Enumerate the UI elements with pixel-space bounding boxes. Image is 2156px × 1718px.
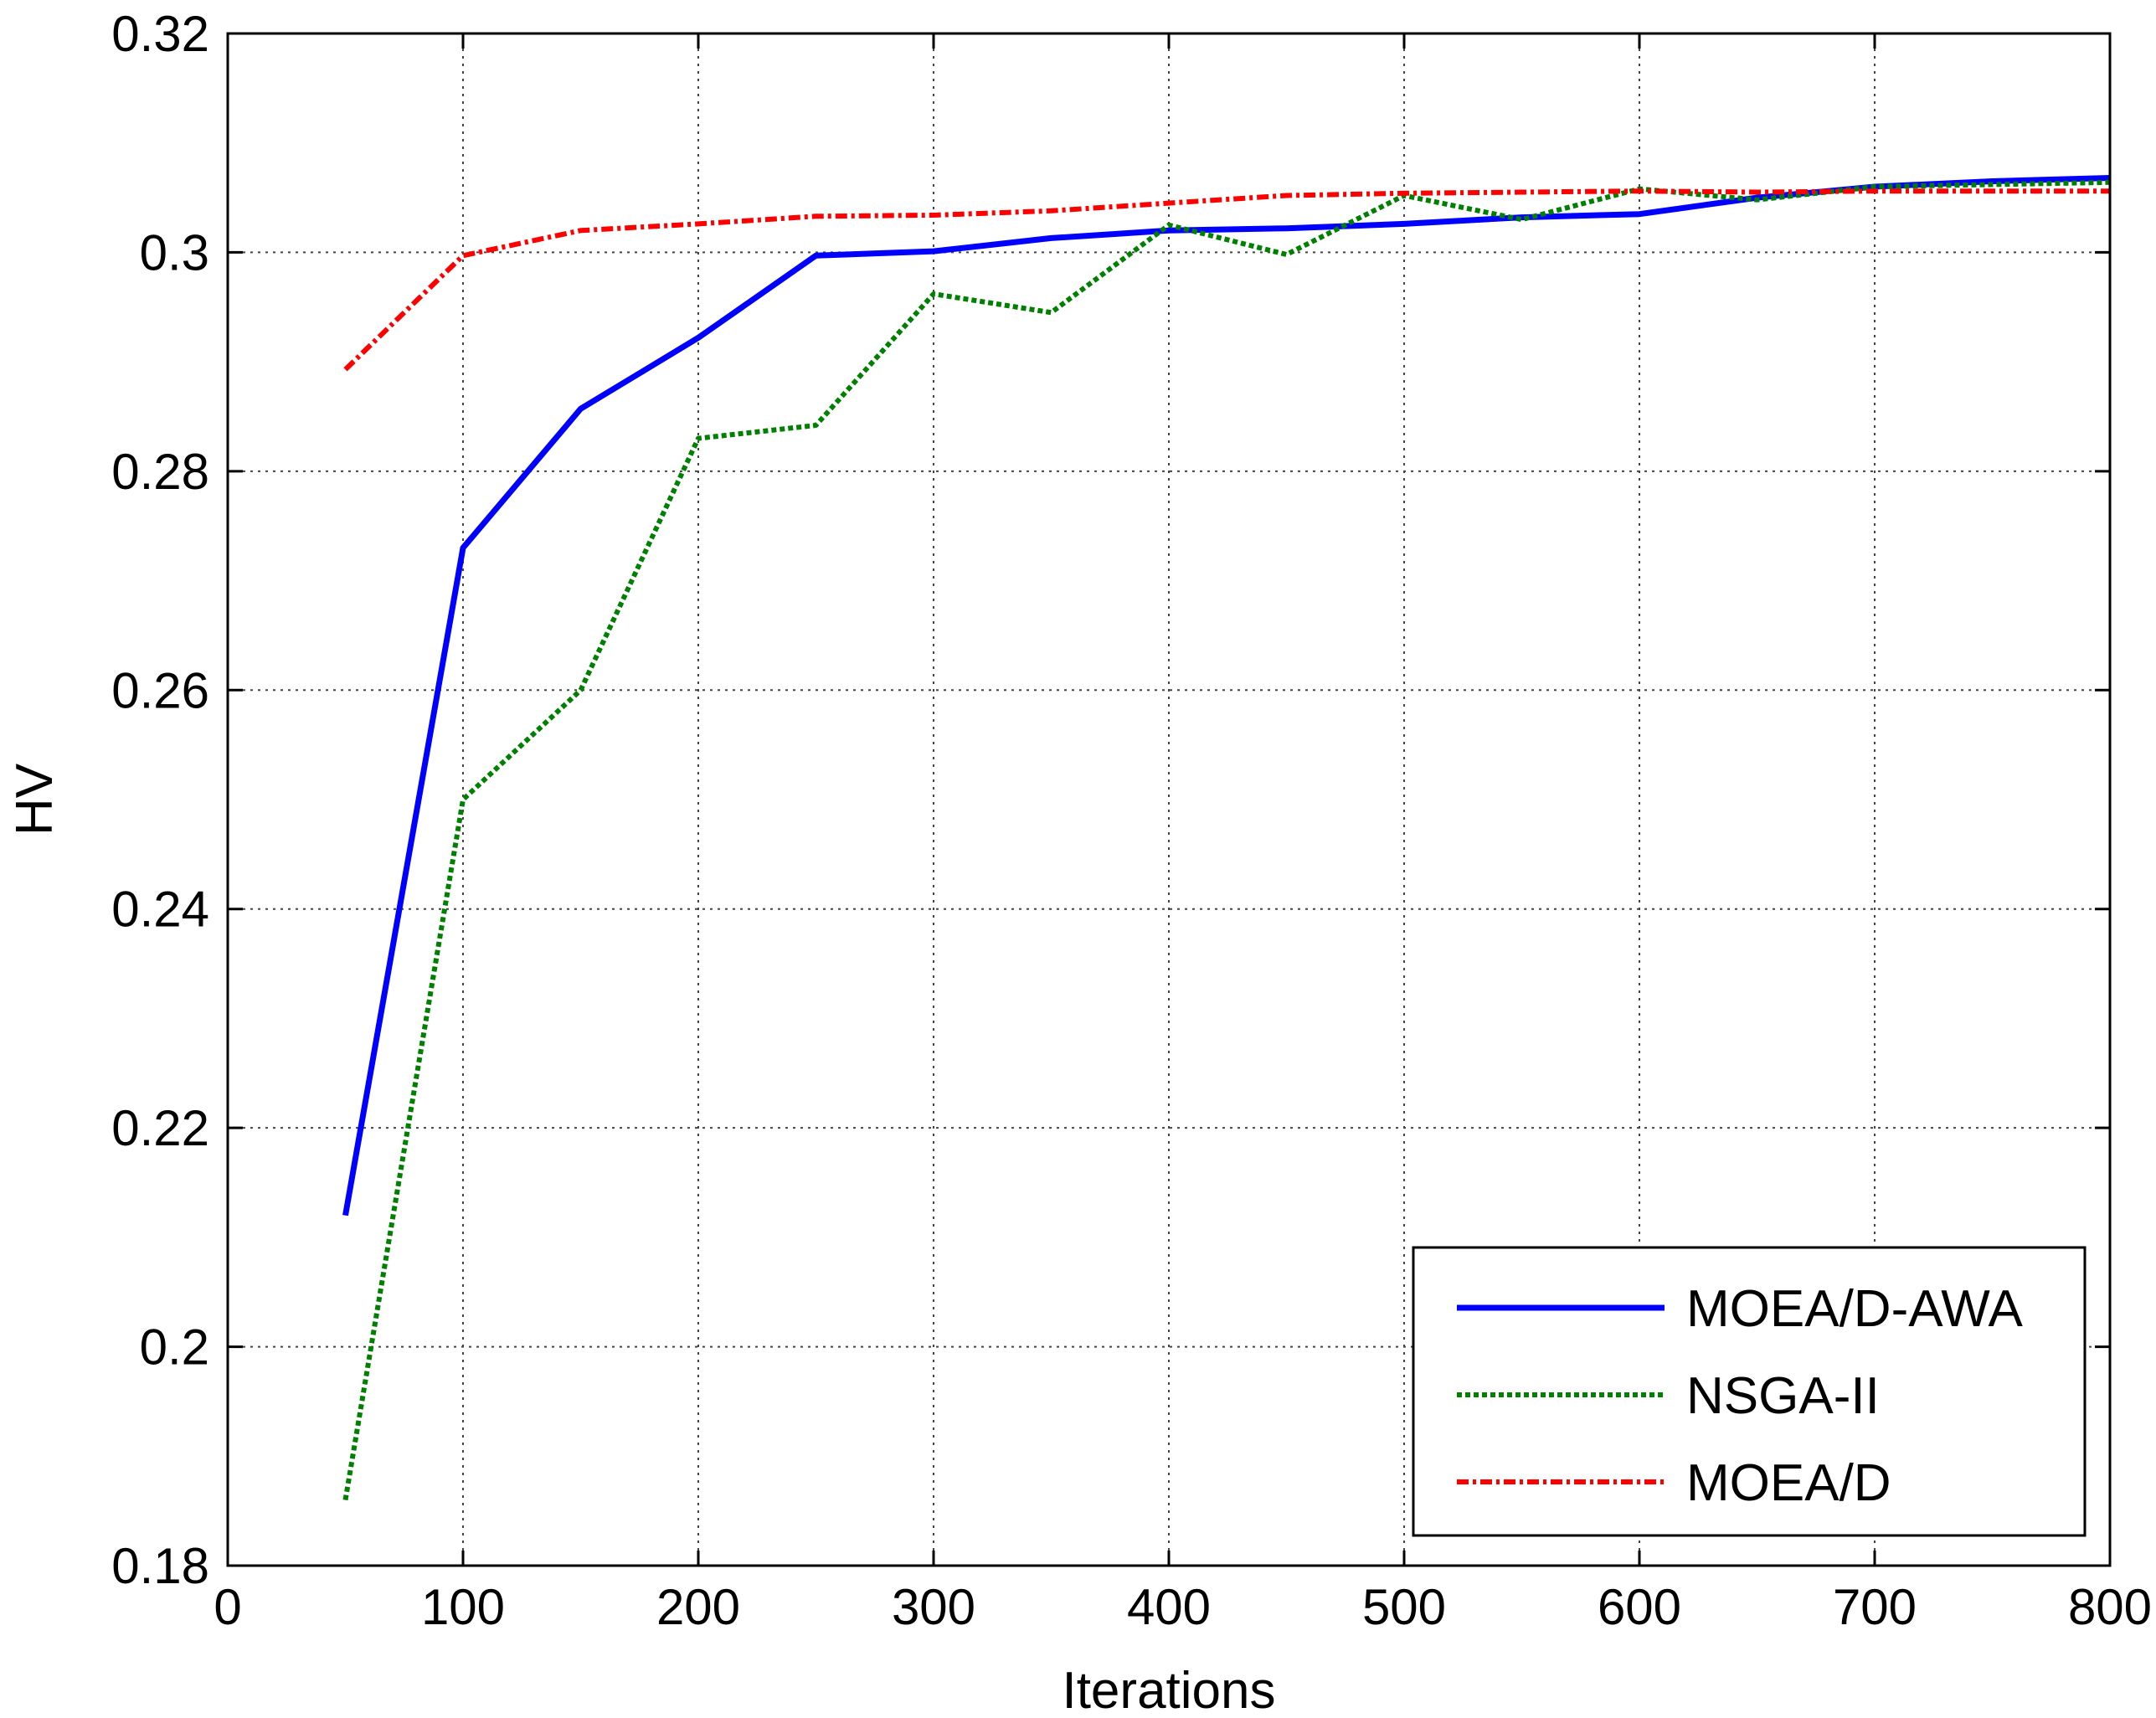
y-tick-label: 0.18 (111, 1538, 209, 1594)
series-line-nsga-ii (342, 179, 2111, 1501)
series-line-moea-d (343, 188, 2110, 372)
legend-label: NSGA-II (1686, 1367, 1880, 1425)
y-tick-label: 0.32 (111, 6, 209, 62)
y-tick-label: 0.24 (111, 882, 209, 938)
x-tick-label: 500 (1362, 1579, 1446, 1635)
legend-label: MOEA/D-AWA (1686, 1280, 2023, 1338)
y-tick-label: 0.3 (140, 224, 209, 280)
legend-label: MOEA/D (1686, 1454, 1891, 1512)
x-tick-label: 600 (1598, 1579, 1681, 1635)
y-tick-label: 0.22 (111, 1100, 209, 1156)
tick-group: 0 100 200 300 400 500 600 700 800 0.18 0.2 0.22 0.24… (111, 6, 2152, 1635)
x-tick-label: 100 (421, 1579, 505, 1635)
series-group (342, 175, 2111, 1501)
legend: MOEA/D-AWA NSGA-II MOEA/D (1412, 1246, 2087, 1537)
x-tick-label: 300 (892, 1579, 975, 1635)
legend-box (1412, 1246, 2087, 1537)
x-tick-label: 700 (1833, 1579, 1917, 1635)
y-tick-label: 0.26 (111, 662, 209, 718)
y-tick-label: 0.2 (140, 1319, 209, 1376)
y-tick-label: 0.28 (111, 444, 209, 500)
x-axis-label: Iterations (1062, 1662, 1275, 1718)
x-tick-label: 400 (1127, 1579, 1211, 1635)
x-tick-label: 0 (214, 1579, 241, 1635)
y-axis-label: HV (6, 763, 64, 836)
x-tick-label: 200 (656, 1579, 740, 1635)
x-tick-label: 800 (2068, 1579, 2152, 1635)
